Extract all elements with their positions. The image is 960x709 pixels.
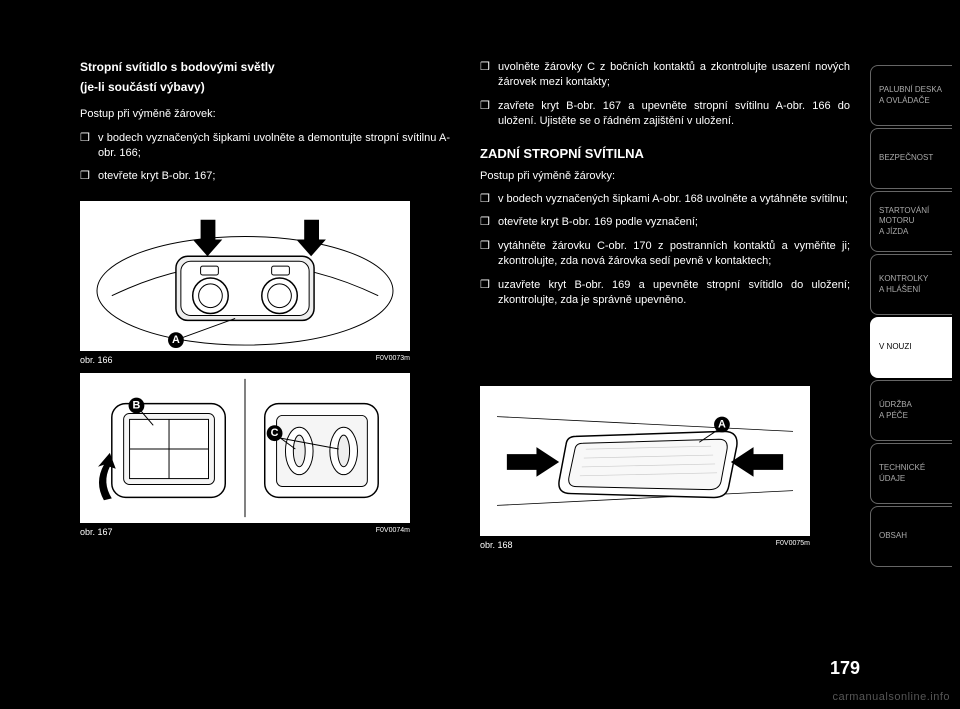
- tab-label: MOTORU: [879, 216, 952, 226]
- figure-168: A: [480, 386, 810, 536]
- figure-167: B C: [80, 373, 410, 523]
- fig167-caption-row: obr. 167 F0V0074m: [80, 527, 410, 537]
- tab-label: STARTOVÁNÍ: [879, 206, 952, 216]
- bullet-item: v bodech vyznačených šipkami A-obr. 168 …: [480, 192, 850, 207]
- tab-technical[interactable]: TECHNICKÉ ÚDAJE: [870, 443, 952, 504]
- fig166-caption: obr. 166: [80, 355, 113, 365]
- tab-index[interactable]: OBSAH: [870, 506, 952, 567]
- tab-label: TECHNICKÉ: [879, 463, 952, 473]
- fig168-svg: A: [481, 387, 809, 535]
- tab-dashboard[interactable]: PALUBNÍ DESKA A OVLÁDAČE: [870, 65, 952, 126]
- fig167-caption: obr. 167: [80, 527, 113, 537]
- sidebar-tabs: PALUBNÍ DESKA A OVLÁDAČE BEZPEČNOST STAR…: [870, 0, 960, 709]
- bullet-item: vytáhněte žárovku C-obr. 170 z postranní…: [480, 239, 850, 270]
- tab-maintenance[interactable]: ÚDRŽBA A PÉČE: [870, 380, 952, 441]
- content-area: Stropní svítidlo s bodovými světly (je-l…: [0, 0, 870, 709]
- fig167-code: F0V0074m: [376, 527, 410, 537]
- label-a: A: [172, 334, 180, 346]
- tab-label: V NOUZI: [879, 342, 952, 352]
- watermark: carmanualsonline.info: [832, 691, 950, 703]
- bullet-item: uzavřete kryt B-obr. 169 a upevněte stro…: [480, 278, 850, 309]
- intro-text: Postup při výměně žárovek:: [80, 107, 450, 122]
- label-b: B: [133, 399, 141, 411]
- bullet-item: otevřete kryt B-obr. 169 podle vyznačení…: [480, 215, 850, 230]
- tab-label: OBSAH: [879, 531, 952, 541]
- fig168-caption: obr. 168: [480, 540, 513, 550]
- fig166-svg: A: [81, 202, 409, 350]
- tab-label: PALUBNÍ DESKA: [879, 85, 952, 95]
- intro-text-2: Postup při výměně žárovky:: [480, 169, 850, 184]
- tab-safety[interactable]: BEZPEČNOST: [870, 128, 952, 189]
- tab-label: A OVLÁDAČE: [879, 96, 952, 106]
- tab-label: ÚDRŽBA: [879, 400, 952, 410]
- tab-label: KONTROLKY: [879, 274, 952, 284]
- fig167-svg: B C: [81, 374, 409, 522]
- tab-emergency[interactable]: V NOUZI: [870, 317, 952, 378]
- section-heading: ZADNÍ STROPNÍ SVÍTILNA: [480, 146, 850, 161]
- fig168-caption-row: obr. 168 F0V0075m: [480, 540, 810, 550]
- bullet-item: otevřete kryt B-obr. 167;: [80, 169, 450, 184]
- page-container: Stropní svítidlo s bodovými světly (je-l…: [0, 0, 960, 709]
- label-a2: A: [718, 419, 726, 431]
- right-column: uvolněte žárovky C z bočních kontaktů a …: [480, 60, 850, 689]
- tab-label: ÚDAJE: [879, 474, 952, 484]
- tab-label: A JÍZDA: [879, 227, 952, 237]
- fig166-code: F0V0073m: [376, 355, 410, 365]
- tab-starting[interactable]: STARTOVÁNÍ MOTORU A JÍZDA: [870, 191, 952, 252]
- tab-warnings[interactable]: KONTROLKY A HLÁŠENÍ: [870, 254, 952, 315]
- tab-label: A HLÁŠENÍ: [879, 285, 952, 295]
- heading-line1: Stropní svítidlo s bodovými světly: [80, 60, 450, 76]
- tab-label: A PÉČE: [879, 411, 952, 421]
- fig168-code: F0V0075m: [776, 540, 810, 550]
- tab-label: BEZPEČNOST: [879, 153, 952, 163]
- fig166-caption-row: obr. 166 F0V0073m: [80, 355, 410, 365]
- page-number: 179: [830, 658, 860, 679]
- label-c: C: [271, 427, 279, 439]
- heading-line2: (je-li součástí výbavy): [80, 80, 450, 96]
- left-column: Stropní svítidlo s bodovými světly (je-l…: [80, 60, 450, 689]
- bullet-item: uvolněte žárovky C z bočních kontaktů a …: [480, 60, 850, 91]
- figure-166: A: [80, 201, 410, 351]
- bullet-item: zavřete kryt B-obr. 167 a upevněte strop…: [480, 99, 850, 130]
- bullet-item: v bodech vyznačených šipkami uvolněte a …: [80, 131, 450, 162]
